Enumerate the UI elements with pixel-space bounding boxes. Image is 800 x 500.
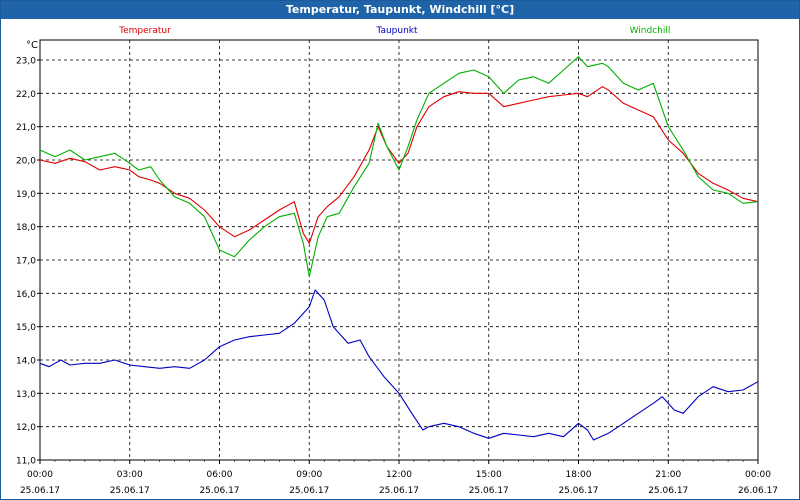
y-tick-label: 16,0 (16, 290, 36, 300)
series-lines (39, 56, 759, 441)
legend-entry-temperatur: Temperatur (118, 26, 171, 36)
x-tick-time-label: 15:00 (476, 470, 502, 480)
x-tick-date-label: 25.06.17 (469, 486, 509, 496)
x-tick-time-label: 06:00 (207, 470, 233, 480)
y-tick-label: 15,0 (16, 323, 36, 333)
legend-entry-taupunkt: Taupunkt (375, 26, 418, 36)
series-line-windchill (39, 56, 759, 278)
x-tick-time-label: 09:00 (296, 470, 322, 480)
x-tick-time-label: 18:00 (566, 470, 592, 480)
y-axis-unit-label: °C (26, 40, 38, 51)
axes (37, 39, 759, 464)
y-tick-label: 21,0 (16, 123, 36, 133)
x-tick-time-label: 03:00 (117, 470, 143, 480)
x-tick-time-label: 00:00 (745, 470, 771, 480)
window-title: Temperatur, Taupunkt, Windchill [°C] (1, 1, 799, 19)
x-tick-date-label: 25.06.17 (289, 486, 329, 496)
y-tick-label: 19,0 (16, 190, 36, 200)
y-tick-label: 23,0 (16, 57, 36, 67)
x-tick-date-label: 25.06.17 (110, 486, 150, 496)
legend-entry-windchill: Windchill (630, 26, 671, 36)
x-tick-time-label: 00:00 (27, 470, 53, 480)
x-tick-date-label: 25.06.17 (20, 486, 60, 496)
y-tick-label: 12,0 (16, 423, 36, 433)
y-tick-label: 18,0 (16, 223, 36, 233)
x-tick-date-label: 25.06.17 (379, 486, 419, 496)
x-tick-time-label: 12:00 (386, 470, 412, 480)
x-tick-date-label: 25.06.17 (558, 486, 598, 496)
x-tick-time-label: 21:00 (655, 470, 681, 480)
axis-labels: 11,0 12,0 13,0 14,0 15,0 16,0 17,0 18,0 19,0 20,0… (16, 26, 778, 496)
grid-lines (39, 40, 759, 461)
y-tick-label: 20,0 (16, 157, 36, 167)
x-tick-date-label: 26.06.17 (738, 486, 778, 496)
y-tick-label: 11,0 (16, 457, 36, 467)
y-tick-label: 14,0 (16, 357, 36, 367)
x-tick-date-label: 25.06.17 (199, 486, 239, 496)
y-tick-label: 17,0 (16, 257, 36, 267)
y-tick-label: 22,0 (16, 90, 36, 100)
plot-area-border (39, 39, 759, 461)
series-line-temperatur (39, 86, 759, 244)
y-tick-label: 13,0 (16, 390, 36, 400)
x-tick-date-label: 25.06.17 (648, 486, 688, 496)
series-line-taupunkt (39, 289, 759, 441)
